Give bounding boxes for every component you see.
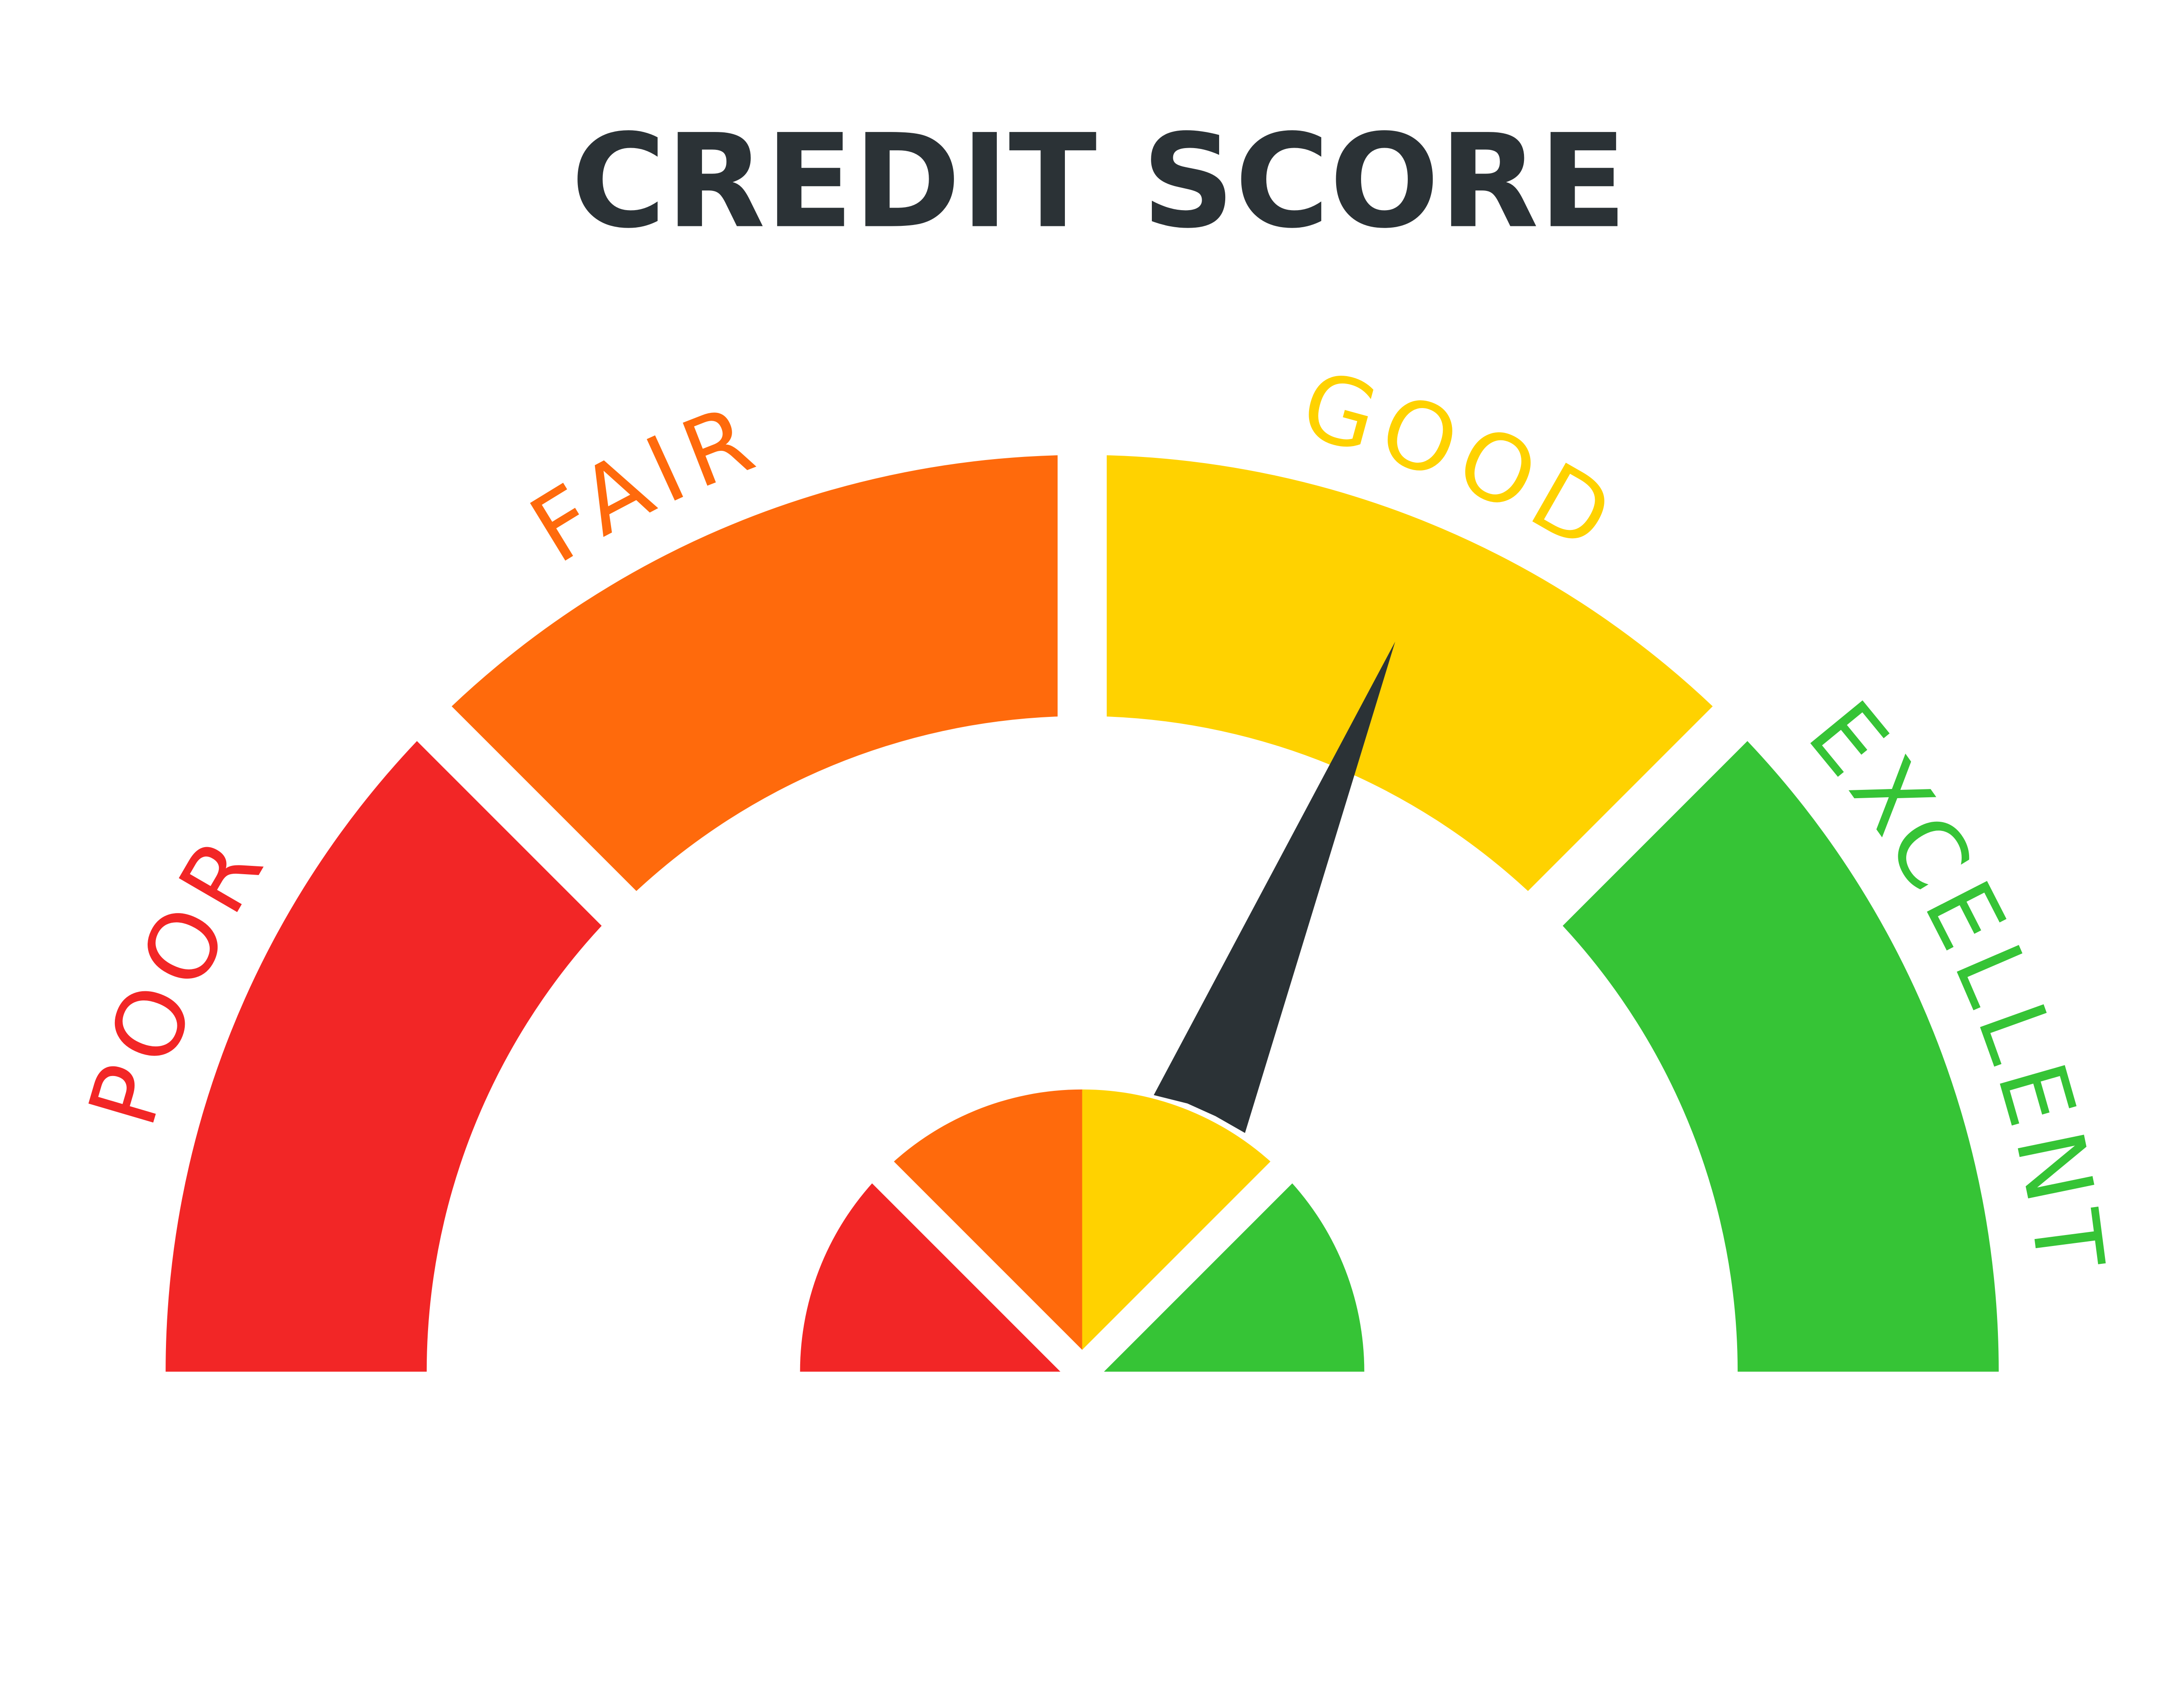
needle bbox=[1154, 641, 1396, 1133]
segment-good bbox=[1106, 455, 1713, 891]
page-title: CREDIT SCORE bbox=[571, 107, 1627, 257]
segment-excellent bbox=[1562, 741, 1999, 1372]
credit-score-gauge: CREDIT SCORE POOR FAIR GOOD EXCELLENT bbox=[68, 106, 2117, 1383]
outer-gauge bbox=[166, 455, 1999, 1372]
segment-poor bbox=[166, 741, 602, 1372]
dial-divider bbox=[859, 1149, 1093, 1383]
segment-fair bbox=[452, 455, 1058, 891]
inner-dial bbox=[800, 1089, 1365, 1383]
dial-divider bbox=[1071, 1149, 1305, 1383]
